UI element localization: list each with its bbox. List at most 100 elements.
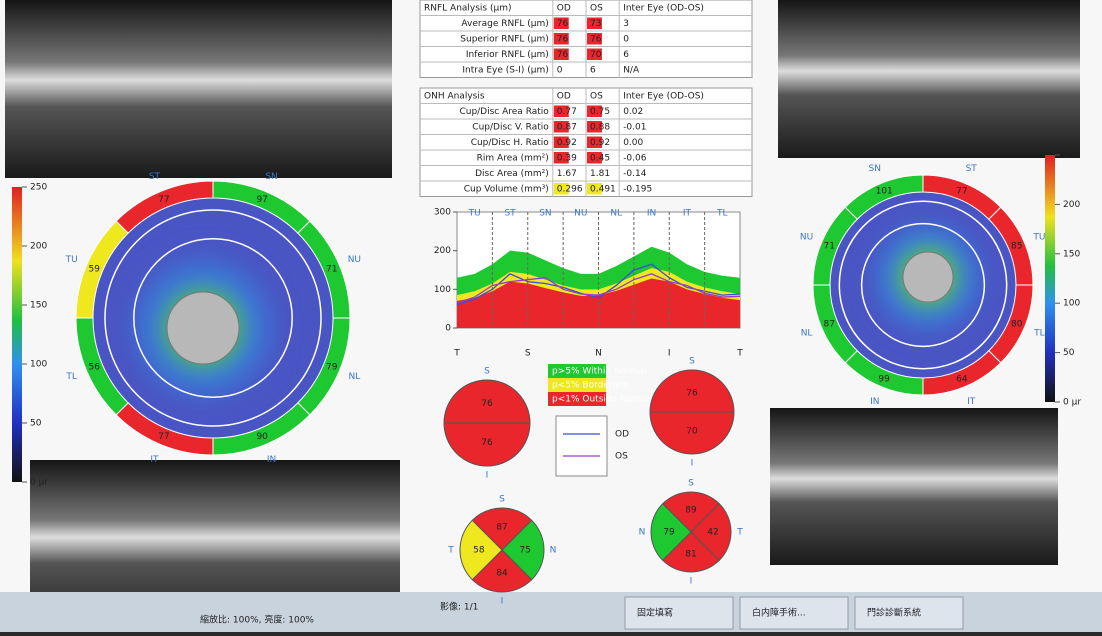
- x-label: N: [595, 349, 602, 359]
- quadrant-label: T: [736, 528, 743, 538]
- summary-value: 76: [481, 399, 493, 409]
- sector-label: SN: [869, 164, 881, 174]
- table-header: OD: [557, 3, 571, 13]
- task-label: 白内障手術...: [752, 607, 806, 619]
- sector-label: ST: [149, 172, 161, 182]
- quadrant-value: 81: [685, 550, 696, 560]
- quadrant-label: S: [499, 495, 505, 505]
- table-cell: 6: [623, 50, 629, 60]
- table-cell: 76: [557, 34, 569, 44]
- sector-value: 97: [256, 195, 267, 205]
- x-label: I: [668, 349, 671, 359]
- quadrant-label: S: [688, 479, 694, 489]
- table-cell: 0.39: [557, 153, 577, 163]
- band-legend: [548, 392, 606, 406]
- bscan-image: [770, 408, 1058, 565]
- sector-label: TU: [1032, 232, 1045, 242]
- y-tick-label: 100: [434, 285, 451, 295]
- x-label: S: [525, 349, 531, 359]
- status-cell: [553, 105, 569, 117]
- table-cell: 0.75: [590, 107, 610, 117]
- sector-label: NL: [801, 329, 813, 339]
- zoom-status: 縮放比: 100%, 亮度: 100%: [200, 614, 314, 626]
- table-header: Inter Eye (OD-OS): [623, 3, 704, 13]
- x-label: T: [453, 349, 460, 359]
- sector-value: 56: [89, 363, 101, 373]
- sector-value: 87: [823, 319, 834, 329]
- summary-value: 76: [686, 389, 698, 399]
- quadrant-label: N: [550, 546, 557, 556]
- sector-label: TL: [65, 372, 77, 382]
- table-cell: Superior RNFL (µm): [460, 34, 549, 44]
- table-cell: 0.77: [557, 107, 577, 117]
- task-button[interactable]: [739, 596, 849, 630]
- task-button[interactable]: [854, 596, 964, 630]
- sector-label: IN: [267, 455, 276, 465]
- optic-disc: [166, 291, 240, 365]
- scan-ring: [104, 209, 322, 427]
- sector-value: 101: [876, 187, 893, 197]
- colorbar-label: 50: [30, 419, 42, 429]
- status-cell: [553, 136, 569, 148]
- table-cell: 0.491: [590, 184, 616, 194]
- legend-label: OD: [615, 430, 629, 440]
- curve: [456, 273, 741, 304]
- status-cell: [587, 152, 602, 164]
- quadrant: [650, 503, 692, 561]
- quadrant-value: 75: [519, 546, 530, 556]
- sector-label: NL: [348, 372, 360, 382]
- status-cell: [587, 48, 602, 60]
- task-button[interactable]: [624, 596, 734, 630]
- colorbar-label: 50: [1063, 348, 1075, 358]
- sector-label: NU: [574, 209, 587, 219]
- table-cell: -0.06: [623, 153, 647, 163]
- status-cell: [553, 183, 569, 195]
- sector-label: NU: [348, 255, 361, 265]
- sector-label: IN: [870, 397, 879, 407]
- quadrant-label: I: [501, 597, 504, 607]
- colorbar-label: 150: [1063, 249, 1080, 259]
- table-cell: Cup/Disc H. Ratio: [471, 138, 550, 148]
- table-cell: Cup Volume (mm³): [464, 184, 549, 194]
- scan-ring: [838, 200, 1008, 370]
- status-cell: [587, 33, 602, 45]
- sector-value: 85: [1011, 242, 1022, 252]
- sector-label: TL: [1033, 329, 1045, 339]
- task-label: 固定填寫: [637, 607, 673, 619]
- colorbar: [12, 187, 22, 482]
- bscan-image: [5, 0, 392, 178]
- status-cell: [587, 17, 602, 29]
- sector-value: 77: [158, 432, 169, 442]
- colorbar-label: 200: [30, 242, 47, 252]
- table-cell: 76: [557, 19, 569, 29]
- band-legend: [548, 364, 606, 378]
- sector-value: 59: [89, 264, 101, 274]
- colorbar-label: 250: [1063, 151, 1080, 161]
- sector-value: 64: [956, 374, 968, 384]
- sector-label: NU: [800, 232, 813, 242]
- summary-label: S: [484, 367, 490, 377]
- optic-disc: [902, 251, 954, 303]
- table-cell: N/A: [623, 65, 640, 75]
- quadrant: [459, 519, 503, 581]
- quadrant-label: I: [690, 577, 693, 587]
- sector-label: TU: [468, 209, 481, 219]
- band-legend: [548, 378, 606, 392]
- table-cell: 3: [623, 19, 629, 29]
- status-cell: [553, 152, 569, 164]
- sector-label: IT: [683, 209, 692, 219]
- sector-label: ST: [966, 164, 978, 174]
- status-cell: [553, 64, 569, 76]
- sector-value: 77: [956, 187, 967, 197]
- table-cell: 0.02: [623, 107, 643, 117]
- status-cell: [553, 48, 569, 60]
- table-header: ONH Analysis: [424, 91, 485, 101]
- colorbar-label: 250: [30, 183, 47, 193]
- table-cell: 0.92: [557, 138, 577, 148]
- table-header: Inter Eye (OD-OS): [623, 91, 704, 101]
- colorbar-label: 0 µr: [30, 478, 48, 488]
- sector-label: IN: [647, 209, 656, 219]
- quadrant-label: N: [639, 528, 646, 538]
